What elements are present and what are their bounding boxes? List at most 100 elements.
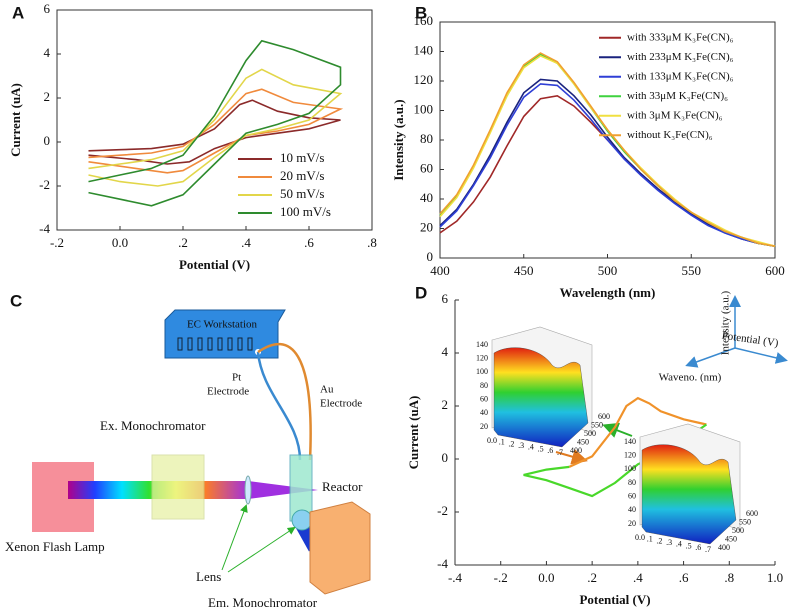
beam-cone (248, 481, 318, 499)
inset-potential-label: .5 (538, 444, 544, 453)
x-tick-label: 600 (765, 263, 785, 278)
x-tick-label: .2 (178, 235, 188, 250)
y-tick-label: 140 (414, 42, 434, 57)
inset-z-label: 60 (480, 394, 488, 403)
x-tick-label: 400 (430, 263, 450, 278)
inset-potential-label: .2 (656, 536, 662, 545)
inset-potential-label: 0.0 (487, 436, 497, 445)
series-line (439, 52, 776, 247)
y-tick-label: -2 (39, 177, 50, 192)
inset-potential-label: .7 (705, 545, 711, 554)
x-tick-label: 0.0 (112, 235, 128, 250)
axis-annotation: Waveno. (nm) (659, 372, 722, 384)
inset-potential-label: 0.0 (635, 533, 645, 542)
inset-potential-label: .1 (499, 438, 505, 447)
series-line (439, 83, 776, 247)
inset-potential-label: .4 (676, 540, 682, 549)
inset-z-label: 20 (628, 519, 636, 528)
inset-z-label: 80 (480, 381, 488, 390)
x-axis-title: Potential (V) (179, 257, 250, 272)
em-label: Em. Monochromator (208, 595, 318, 610)
y-axis-title: Current (uA) (406, 396, 421, 470)
legend-label: with 333μM K₃Fe(CN)₆ (627, 31, 734, 43)
y-tick-label: 2 (442, 397, 449, 412)
series-line (439, 94, 776, 247)
legend-label: with 33μM K₃Fe(CN)₆ (627, 90, 728, 102)
x-tick-label: -.4 (448, 570, 463, 585)
inset-surface (493, 347, 589, 448)
inset-z-label: 40 (628, 505, 636, 514)
lens (244, 475, 252, 505)
legend-label: 20 mV/s (280, 168, 324, 183)
inset-wavelength-label: 500 (732, 526, 744, 535)
x-tick-label: 550 (682, 263, 702, 278)
legend-label: with 3μM K₃Fe(CN)₆ (627, 109, 723, 121)
inset-wavelength-label: 550 (739, 517, 751, 526)
y-axis-title: Intensity (a.u.) (391, 99, 406, 180)
y-tick-label: -2 (437, 503, 448, 518)
y-tick-label: -4 (39, 221, 50, 236)
panel-label: D (415, 283, 427, 302)
y-tick-label: 120 (414, 72, 434, 87)
inset-z-label: 100 (624, 464, 636, 473)
x-axis-title: Wavelength (nm) (560, 285, 656, 300)
y-tick-label: 0 (427, 249, 434, 264)
inset-z-label: 60 (628, 491, 636, 500)
x-tick-label: .4 (241, 235, 251, 250)
inset-potential-label: .3 (666, 538, 672, 547)
y-tick-label: 0 (442, 450, 449, 465)
y-tick-label: 4 (44, 45, 51, 60)
inset-potential-label: .3 (518, 441, 524, 450)
plot-frame (56, 9, 373, 231)
x-tick-label: 0.0 (538, 570, 554, 585)
inset-wavelength-label: 400 (718, 543, 730, 552)
inset-wavelength-label: 600 (746, 509, 758, 518)
x-tick-label: .8 (367, 235, 377, 250)
inset-potential-label: .6 (547, 446, 553, 455)
axis-arrow (734, 347, 788, 364)
y-tick-label: 60 (420, 160, 433, 175)
axis-annotation: Intensity (a.u.) (720, 290, 732, 355)
workstation-box (164, 309, 286, 359)
legend-label: with 133μM K₃Fe(CN)₆ (627, 70, 734, 82)
inset-3d-plot: 20 40 60 80 100 120 140 0.0.1.2 .3 .4 .5.6 .7 400450… (624, 423, 758, 554)
lens-arrow (227, 526, 296, 573)
series-line (88, 68, 343, 187)
inset-wavelength-label: 450 (577, 437, 589, 446)
series-line (88, 99, 341, 165)
axis-arrow (685, 347, 736, 368)
x-tick-label: 500 (598, 263, 618, 278)
y-tick-label: 0 (44, 133, 51, 148)
ex-monochromator (151, 454, 205, 520)
series-line (568, 396, 707, 468)
inset-wavelength-label: 500 (584, 429, 596, 438)
lens (291, 509, 313, 531)
inset-z-label: 40 (480, 408, 488, 417)
inset-wavelength-label: 450 (725, 534, 737, 543)
reactor-label: Reactor (322, 479, 363, 494)
y-tick-label: 40 (420, 190, 433, 205)
inset-wavelength-label: 550 (591, 420, 603, 429)
au-wire (257, 342, 312, 461)
inset-z-label: 120 (624, 450, 636, 459)
inset-arrow (602, 422, 633, 438)
legend-label: 10 mV/s (280, 150, 324, 165)
workstation-label: EC Workstation (187, 319, 258, 331)
au-label: Au (320, 384, 334, 396)
x-tick-label: .2 (587, 570, 597, 585)
legend-label: with 233μM K₃Fe(CN)₆ (627, 51, 734, 63)
setup-diagram: C EC Workstation Pt Electrode Au Electro… (5, 291, 371, 610)
series-line (88, 88, 344, 174)
x-tick-label: .8 (724, 570, 734, 585)
em-monochromator (309, 501, 371, 595)
y-tick-label: 100 (414, 101, 434, 116)
inset-z-label: 120 (476, 353, 488, 362)
lamp-label: Xenon Flash Lamp (5, 539, 105, 554)
x-tick-label: .4 (633, 570, 643, 585)
inset-3d-plot: 20 40 60 80 100 120 140 0.0.1.2 .3 .4 .5.6 .7 400450… (476, 326, 610, 457)
inset-z-label: 20 (480, 422, 488, 431)
inset-wavelength-label: 400 (570, 446, 582, 455)
x-tick-label: -.2 (494, 570, 508, 585)
legend-label: 100 mV/s (280, 204, 331, 219)
pt-wire (256, 351, 302, 461)
